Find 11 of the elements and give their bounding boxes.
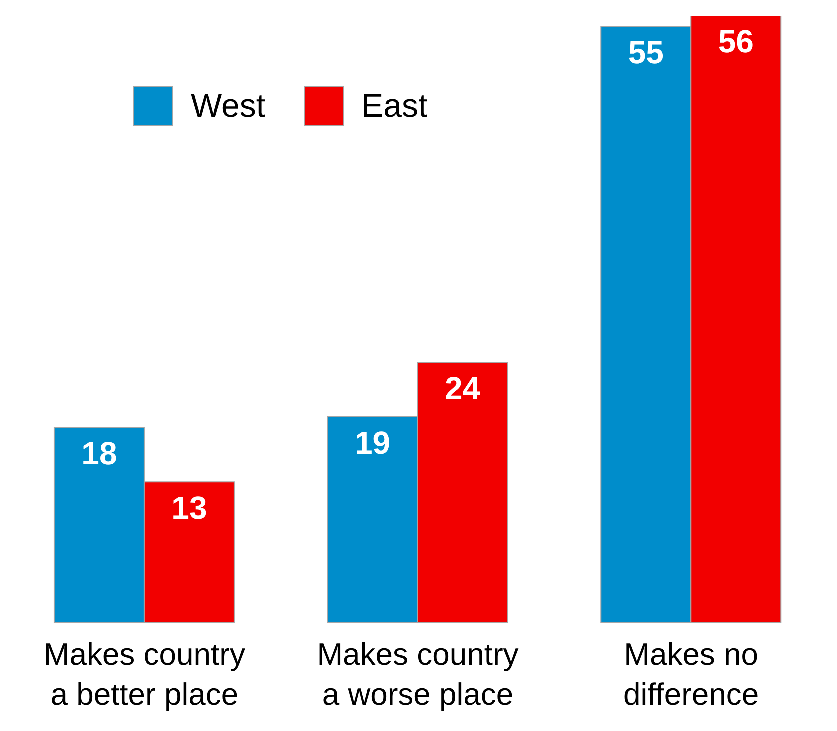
data-label: 13 xyxy=(172,490,208,526)
legend-label: East xyxy=(362,86,428,126)
x-tick-label: Makes no difference xyxy=(624,637,760,712)
data-label: 55 xyxy=(628,34,664,71)
data-label: 19 xyxy=(355,424,391,461)
data-label: 18 xyxy=(82,436,118,472)
x-tick-label: Makes country a worse place xyxy=(317,637,520,712)
data-label: 56 xyxy=(718,24,754,60)
data-label: 24 xyxy=(445,370,481,407)
legend-label: West xyxy=(191,86,266,126)
x-tick-label: Makes country a better place xyxy=(44,637,246,712)
